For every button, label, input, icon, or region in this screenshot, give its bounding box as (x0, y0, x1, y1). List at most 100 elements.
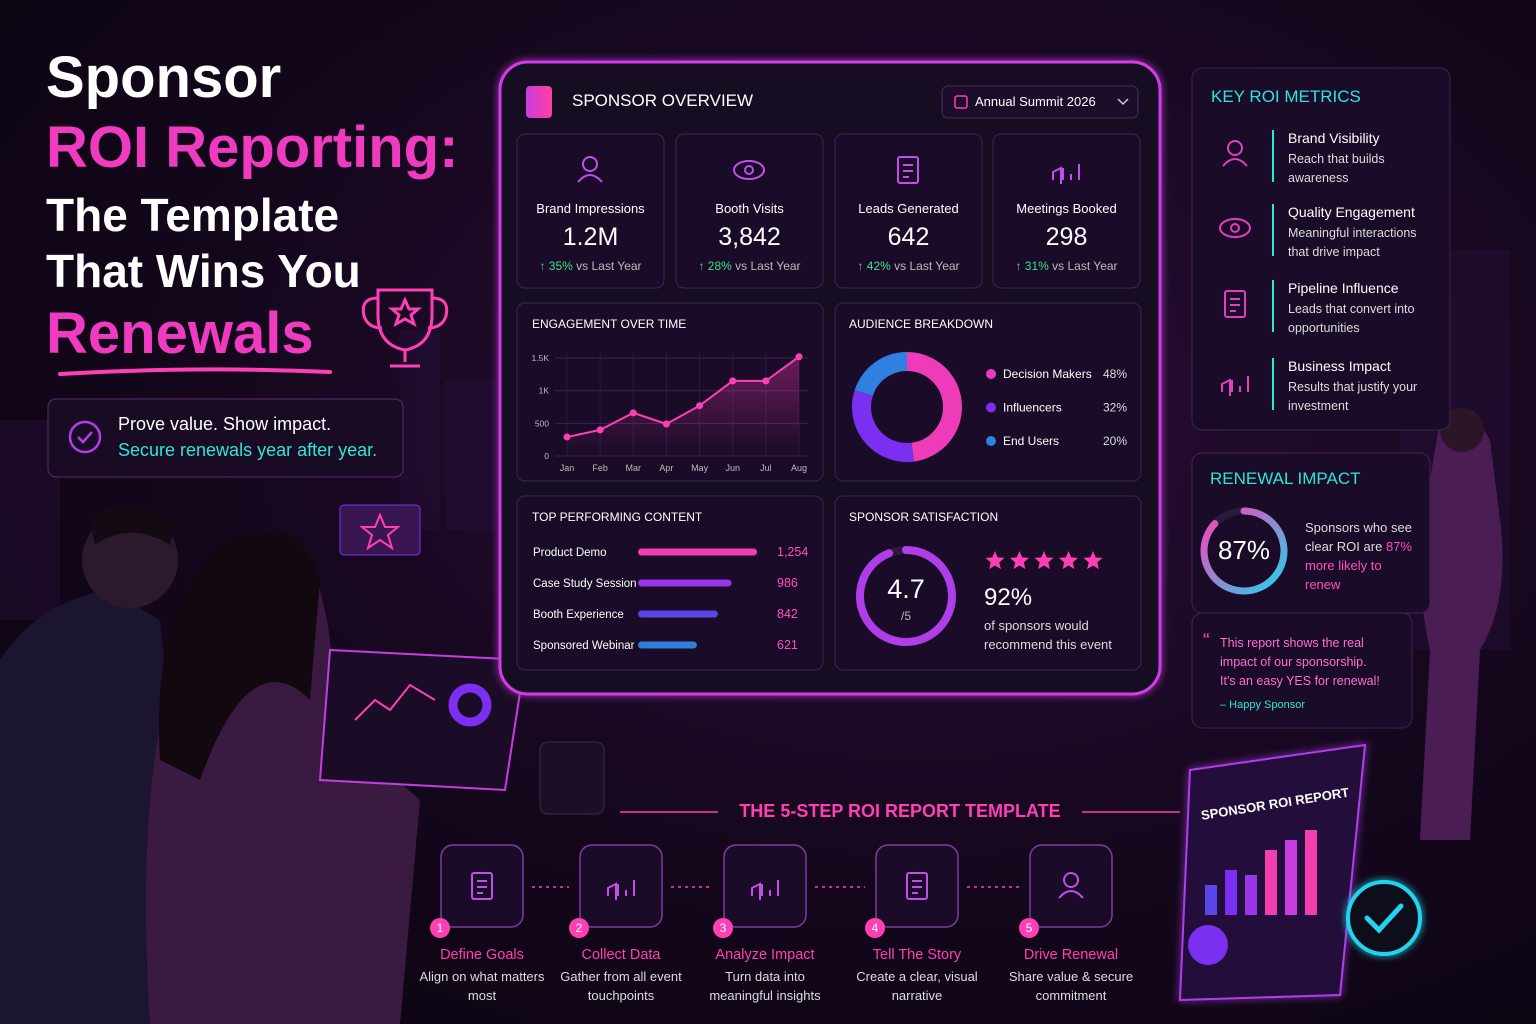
donut-segment (852, 390, 914, 462)
icon (577, 156, 603, 183)
check-mark (1364, 903, 1404, 934)
renewal-title: RENEWAL IMPACT (1210, 469, 1361, 488)
legend-dot (986, 402, 996, 413)
woman-hair (158, 531, 320, 780)
bar-label: Product Demo (533, 547, 607, 559)
hero-line: Renewals (46, 301, 314, 366)
kpi-change-pct: ↑ 35% (539, 259, 573, 273)
kpi-change: ↑ 35% vs Last Year (517, 259, 664, 273)
kpi-label: Meetings Booked (1016, 201, 1117, 216)
steps-title: THE 5-STEP ROI REPORT TEMPLATE (739, 801, 1061, 821)
tagline-highlight: Secure renewals year after year. (118, 440, 378, 460)
kpi-change: ↑ 42% vs Last Year (835, 259, 982, 273)
dashboard-title: SPONSOR OVERVIEW (572, 91, 754, 110)
stage-star (359, 512, 401, 551)
legend-dot (986, 369, 996, 379)
logo (526, 86, 552, 118)
kpi-period: vs Last Year (735, 259, 801, 273)
y-tick-label: 1K (539, 386, 550, 396)
step-box (579, 844, 663, 928)
kpi-period: vs Last Year (894, 259, 960, 273)
bar (638, 610, 718, 618)
hero-line: The Template (46, 189, 340, 241)
step-desc: Share value & secure commitment (1008, 969, 1134, 1003)
tagline-box (47, 398, 404, 478)
renewal-text: Sponsors who see clear ROI are (1305, 520, 1412, 554)
x-tick-label: Mar (626, 463, 642, 473)
report-pie (1188, 925, 1228, 965)
kpi-label: Brand Impressions (536, 201, 645, 216)
bar-value: 621 (777, 638, 798, 652)
kpi-label: Booth Visits (715, 201, 784, 216)
panel-title: SPONSOR SATISFACTION (849, 510, 999, 524)
kpi-change-pct: ↑ 42% (857, 259, 891, 273)
kpi-value: 298 (1045, 223, 1088, 251)
hero-line: ROI Reporting: (46, 115, 459, 180)
step-badge (713, 918, 733, 938)
step-badge (430, 918, 450, 938)
point (762, 377, 770, 385)
star (1083, 551, 1103, 570)
bar-label: Case Study Session (533, 578, 637, 590)
x-tick-label: Jul (760, 463, 772, 473)
stage-screen (339, 504, 421, 556)
step-number: 5 (1026, 921, 1033, 935)
report-bars (1205, 830, 1317, 915)
score-scale: /5 (900, 609, 911, 623)
point (662, 420, 670, 428)
point (795, 353, 803, 361)
x-tick-label: Feb (592, 463, 608, 473)
panel-title: ENGAGEMENT OVER TIME (532, 317, 687, 331)
step-title: Collect Data (581, 947, 661, 963)
star (1058, 551, 1079, 570)
star (985, 551, 1005, 570)
recommend-text: of sponsors would recommend this event (984, 618, 1112, 652)
legend-value: 48% (1103, 367, 1127, 381)
legend-label: End Users (1003, 434, 1059, 448)
point (629, 409, 637, 417)
hero-line: That Wins You (46, 245, 361, 297)
kpi-period: vs Last Year (576, 259, 642, 273)
legend-label: Decision Makers (1003, 367, 1092, 381)
bar (638, 548, 757, 556)
tagline-check (68, 420, 102, 454)
step-badge (569, 918, 589, 938)
metric-title: Brand Visibility (1288, 130, 1380, 146)
quote-author: – Happy Sponsor (1220, 699, 1305, 711)
kpi-change: ↑ 28% vs Last Year (676, 259, 823, 273)
ring-arc (1200, 507, 1288, 595)
kpi-period: vs Last Year (1052, 259, 1118, 273)
metric-title: Business Impact (1288, 358, 1391, 374)
kpi-change: ↑ 31% vs Last Year (993, 259, 1140, 273)
event-dropdown[interactable] (941, 85, 1139, 119)
legend-value: 32% (1103, 401, 1127, 415)
chevron (1117, 98, 1129, 106)
panel-title: TOP PERFORMING CONTENT (532, 510, 703, 524)
kpi-value: 1.2M (562, 223, 619, 251)
donut-segment (906, 352, 962, 462)
icon (471, 872, 493, 900)
bar-value: 986 (777, 576, 798, 590)
bar-label: Sponsored Webinar (533, 640, 635, 652)
quote: This report shows the real impact of our… (1220, 636, 1380, 688)
x-tick-label: Aug (791, 463, 807, 473)
laptop (318, 648, 527, 792)
panel-title: AUDIENCE BREAKDOWN (849, 317, 994, 331)
kpi-value: 3,842 (718, 223, 781, 251)
y-tick-label: 1.5K (532, 353, 550, 363)
calendar-icon (954, 95, 968, 109)
kpi-change-pct: ↑ 28% (698, 259, 732, 273)
man-hair (90, 505, 175, 545)
donut-segment (854, 352, 908, 397)
line (566, 355, 800, 439)
bar (638, 579, 732, 587)
metrics-title: KEY ROI METRICS (1211, 87, 1361, 106)
icon (1052, 164, 1080, 184)
recommend-pct: 92% (984, 584, 1033, 611)
step-desc: Gather from all event touchpoints (560, 969, 682, 1003)
laptop-chart (354, 683, 436, 721)
icon (897, 156, 919, 184)
score: 4.7 (887, 574, 925, 604)
metric-desc: Reach that builds awareness (1288, 152, 1385, 185)
step-number: 4 (872, 921, 879, 935)
